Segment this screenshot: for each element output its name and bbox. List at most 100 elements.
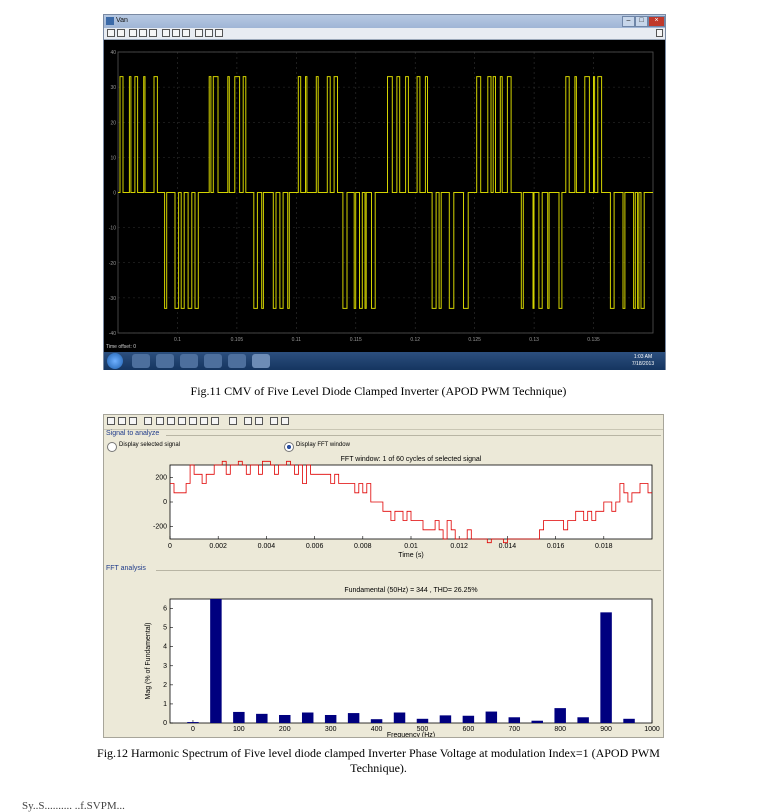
autoscale-icon[interactable] <box>162 29 170 37</box>
radio-fft-window[interactable] <box>284 442 294 452</box>
start-button[interactable] <box>107 353 123 369</box>
scope-toolbar <box>104 28 665 40</box>
pan-icon[interactable] <box>178 417 186 425</box>
y-tick-label: 6 <box>163 606 167 613</box>
parameters-icon[interactable] <box>117 29 125 37</box>
harmonic-bar <box>301 712 314 723</box>
y-tick-label: 30 <box>110 85 116 91</box>
y-axis-label: Mag (% of Fundamental) <box>145 622 152 699</box>
harmonic-bar <box>554 708 566 723</box>
system-tray <box>584 354 614 366</box>
y-tick-label: 3 <box>163 663 167 670</box>
print-icon[interactable] <box>107 29 115 37</box>
harmonic-bar <box>531 720 543 723</box>
lock-axes-icon[interactable] <box>205 29 213 37</box>
x-tick-label: 800 <box>554 726 566 733</box>
y-tick-label: 1 <box>163 701 167 708</box>
cmv-chart: 40 30 20 10 0 -10 -20 -30 -40 0.1 0.105 0.11 0.115 0.… <box>109 50 654 343</box>
y-tick-label: 200 <box>155 474 167 481</box>
signal-selection-icon[interactable] <box>215 29 223 37</box>
x-tick-label: 0 <box>168 543 172 550</box>
figure-12-caption-line2: Technique). <box>350 761 407 775</box>
brush-icon[interactable] <box>211 417 219 425</box>
harmonic-bar <box>623 718 635 723</box>
save-axes-icon[interactable] <box>172 29 180 37</box>
time-offset-label: Time offset: 0 <box>106 344 137 350</box>
x-tick-label: 0.012 <box>450 543 468 550</box>
x-tick-label: 0.135 <box>587 337 600 343</box>
show-plot-tools-icon[interactable] <box>281 417 289 425</box>
harmonic-bar <box>210 599 222 723</box>
y-tick-label: 40 <box>110 50 116 56</box>
x-tick-label: 600 <box>463 726 475 733</box>
window-titlebar: Van – □ × <box>104 15 665 28</box>
x-tick-label: 700 <box>508 726 520 733</box>
y-tick-label: 0 <box>163 499 167 506</box>
y-tick-label: -10 <box>109 226 116 232</box>
x-tick-label: 0.01 <box>404 543 418 550</box>
harmonic-bar <box>256 713 268 723</box>
hide-plot-tools-icon[interactable] <box>270 417 278 425</box>
pointer-icon[interactable] <box>144 417 152 425</box>
zoom-in-icon[interactable] <box>129 29 137 37</box>
taskbar-media-icon[interactable] <box>180 354 198 368</box>
y-tick-label: 2 <box>163 682 167 689</box>
fft-spectrum-chart: Fundamental (50Hz) = 344 , THD= 26.25% 0 1… <box>145 587 660 737</box>
fft-window-title: FFT window: 1 of 60 cycles of selected s… <box>341 456 482 463</box>
rotate-icon[interactable] <box>189 417 197 425</box>
window-title: Van <box>116 17 128 24</box>
harmonic-bar <box>347 713 360 723</box>
fft-toolbar <box>104 415 663 430</box>
clock[interactable]: 1:03 AM 7/18/2013 <box>624 354 662 368</box>
status-bar: Time offset: 0 <box>104 343 665 353</box>
taskbar-chrome-icon[interactable] <box>204 354 222 368</box>
floating-scope-icon[interactable] <box>195 29 203 37</box>
radio-selected-signal[interactable] <box>107 442 117 452</box>
close-button[interactable]: × <box>648 16 665 27</box>
open-icon[interactable] <box>118 417 126 425</box>
legend-icon[interactable] <box>255 417 263 425</box>
harmonic-bar <box>600 612 612 723</box>
x-tick-label: 0.008 <box>354 543 372 550</box>
y-tick-label: 10 <box>110 155 116 161</box>
zoom-out-icon[interactable] <box>167 417 175 425</box>
restore-axes-icon[interactable] <box>182 29 190 37</box>
x-tick-label: 0.125 <box>468 337 481 343</box>
radio-fft-window-label: Display FFT window <box>296 442 350 448</box>
harmonic-bar <box>187 722 199 723</box>
colorbar-icon[interactable] <box>244 417 252 425</box>
x-tick-label: 0 <box>191 726 195 733</box>
minimize-button[interactable]: – <box>622 16 635 27</box>
y-tick-label: -40 <box>109 331 116 337</box>
figure-11-caption: Fig.11 CMV of Five Level Diode Clamped I… <box>190 384 567 398</box>
harmonic-bar <box>577 717 589 723</box>
harmonic-bar <box>485 711 498 723</box>
taskbar-word-icon[interactable] <box>228 354 246 368</box>
section-divider <box>156 570 661 571</box>
windows-taskbar: 1:03 AM 7/18/2013 <box>104 352 665 370</box>
x-tick-label: 0.002 <box>209 543 227 550</box>
taskbar-explorer-icon[interactable] <box>156 354 174 368</box>
print-icon[interactable] <box>129 417 137 425</box>
cmv-waveform <box>118 76 653 309</box>
harmonic-bar <box>462 715 475 723</box>
section-divider <box>166 435 661 436</box>
zoom-y-icon[interactable] <box>149 29 157 37</box>
fft-window-chart: FFT window: 1 of 60 cycles of selected s… <box>153 456 653 559</box>
taskbar-ie-icon[interactable] <box>132 354 150 368</box>
harmonic-bar <box>508 717 521 723</box>
x-tick-label: 400 <box>371 726 383 733</box>
data-cursor-icon[interactable] <box>200 417 208 425</box>
toolbar-dropdown-icon[interactable] <box>656 29 663 37</box>
figure-12-window: Signal to analyze Display selected signa… <box>103 414 664 738</box>
zoom-x-icon[interactable] <box>139 29 147 37</box>
signal-section-label: Signal to analyze <box>106 430 160 437</box>
maximize-button[interactable]: □ <box>635 16 648 27</box>
figure-12-caption-line1: Fig.12 Harmonic Spectrum of Five level d… <box>97 746 660 760</box>
link-icon[interactable] <box>229 417 237 425</box>
fft-title: Fundamental (50Hz) = 344 , THD= 26.25% <box>344 587 477 594</box>
scope-display: 40 30 20 10 0 -10 -20 -30 -40 0.1 0.105 0.11 0.115 0.… <box>104 40 665 358</box>
taskbar-matlab-icon[interactable] <box>252 354 270 368</box>
new-icon[interactable] <box>107 417 115 425</box>
zoom-in-icon[interactable] <box>156 417 164 425</box>
